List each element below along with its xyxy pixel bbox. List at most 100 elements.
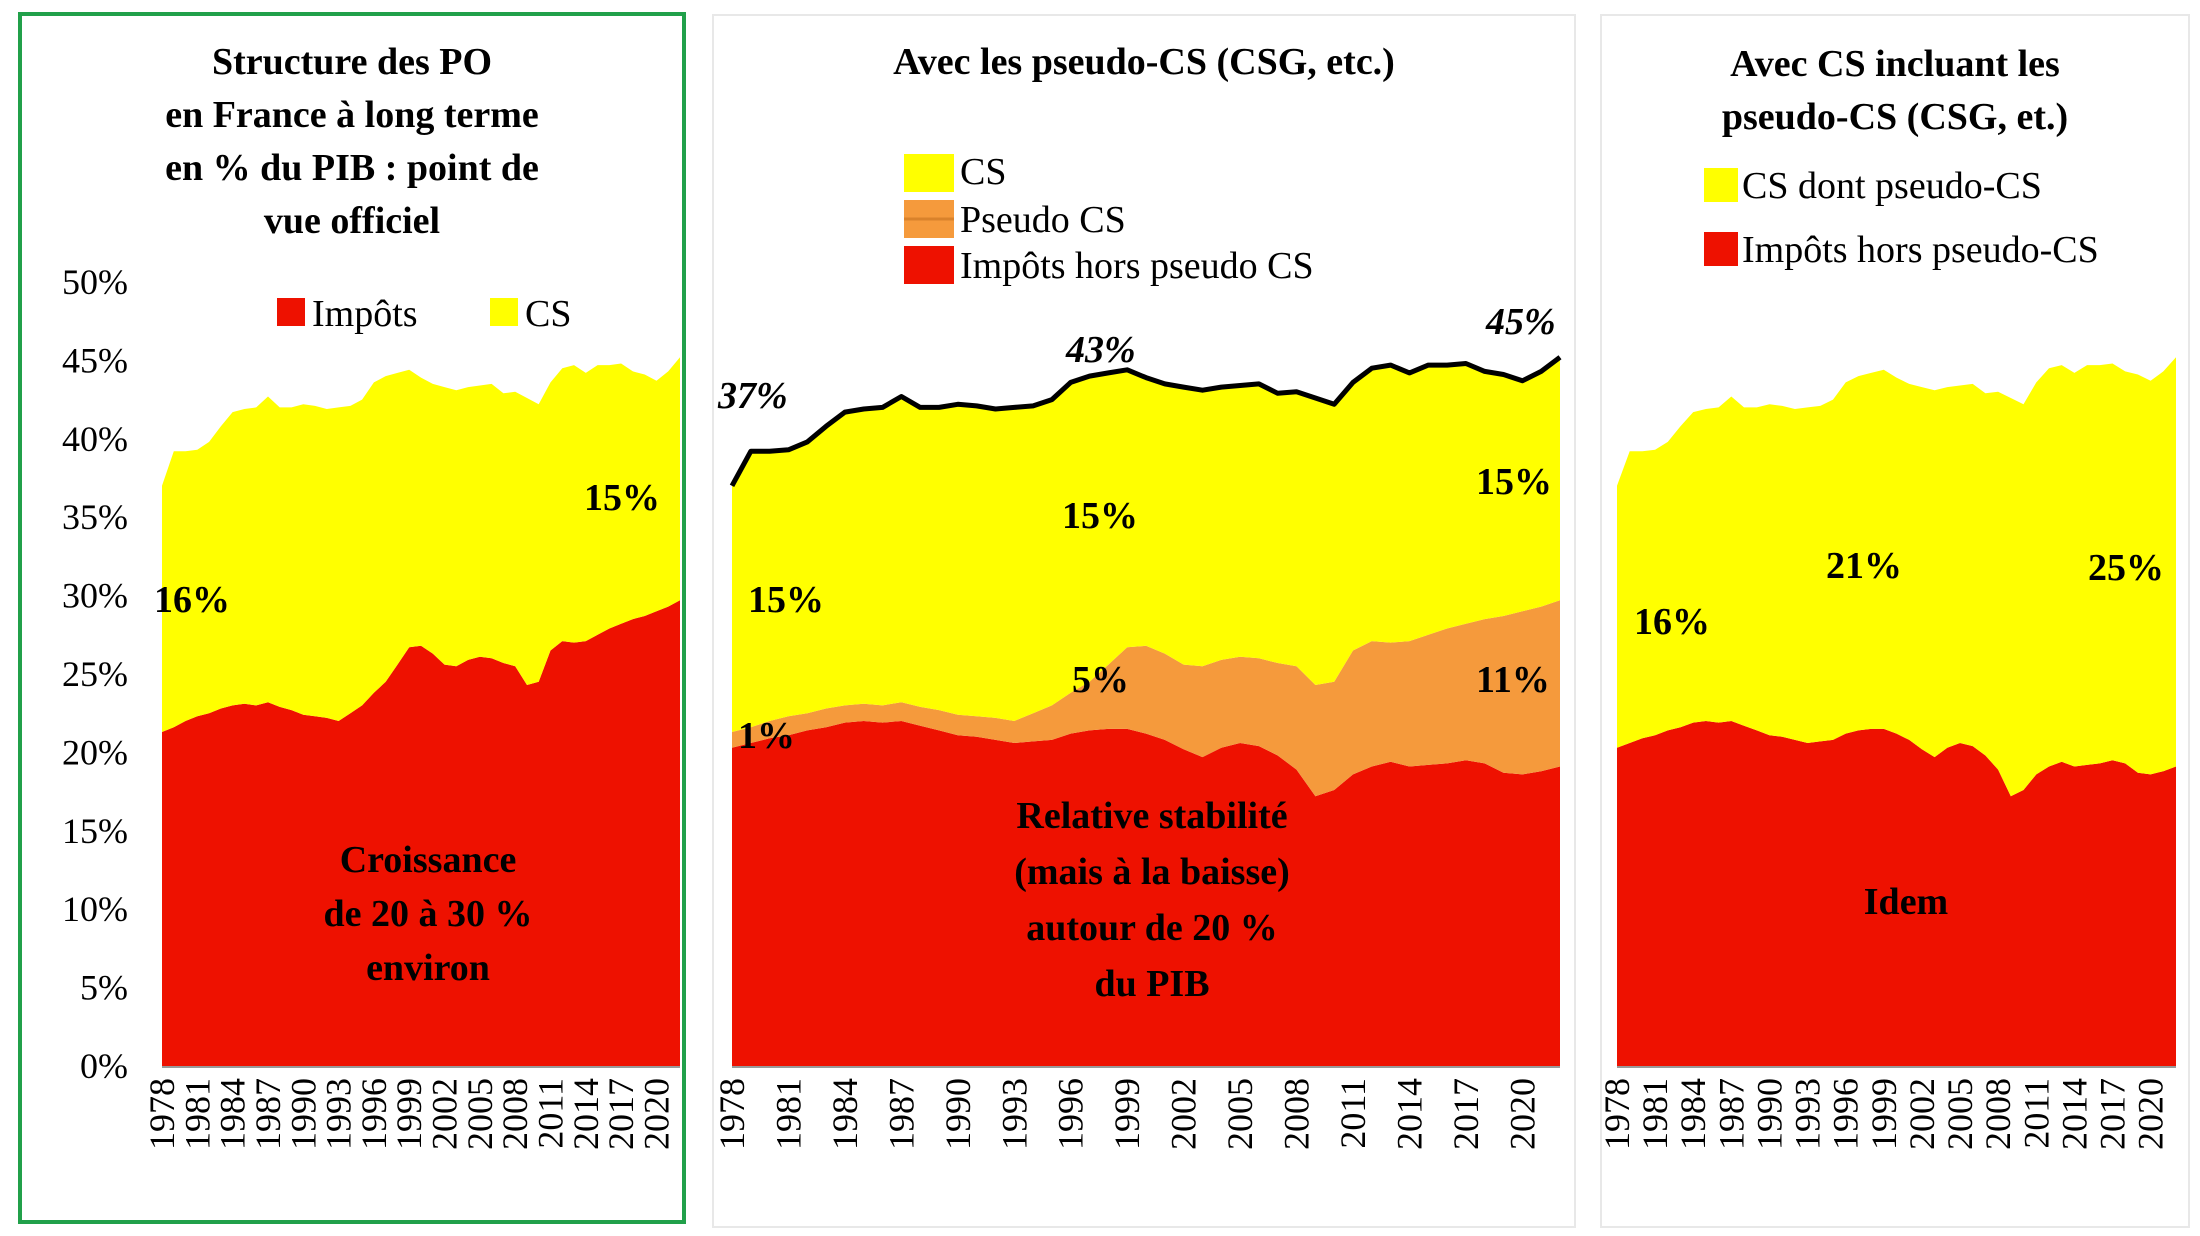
x-tick-label: 1981: [177, 1078, 217, 1150]
x-tick-label: 2002: [425, 1078, 465, 1150]
x-tick-label: 1987: [881, 1078, 921, 1150]
y-tick-label: 10%: [62, 889, 128, 929]
total-line: [729, 355, 1562, 487]
x-tick-label: 2020: [1502, 1078, 1542, 1150]
x-tick-label: 2011: [531, 1078, 571, 1149]
annotation-pseudo-end: 11%: [1476, 659, 1550, 701]
legend-label-impots: Impôts hors pseudo CS: [960, 245, 1314, 287]
annotation-cs-mid: 21%: [1826, 545, 1902, 587]
x-tick-label: 1990: [283, 1078, 323, 1150]
area-series-imp-ts-hors-pseudo-cs: [732, 721, 1560, 1066]
legend-label-impots-hors-pseudo: Impôts hors pseudo-CS: [1742, 229, 2099, 271]
x-tick-label: 1978: [1597, 1078, 1637, 1150]
y-tick-label: 50%: [62, 262, 128, 302]
x-tick-label: 2020: [636, 1078, 676, 1150]
annotation-cs-start: 16%: [154, 579, 230, 621]
legend-swatch-cs: [904, 154, 954, 192]
x-tick-label: 1999: [1107, 1078, 1147, 1150]
annotation-center-text: Croissance: [340, 839, 517, 881]
legend-label-cs: CS: [525, 293, 571, 335]
x-tick-label: 2008: [495, 1078, 535, 1150]
x-tick-label: 2008: [1978, 1078, 2018, 1150]
x-tick-label: 2017: [601, 1078, 641, 1150]
title-line: en % du PIB : point de: [165, 147, 539, 189]
annotation-cs-start: 15%: [748, 579, 824, 621]
annotation-center-text: de 20 à 30 %: [324, 893, 533, 935]
title-line: vue officiel: [263, 200, 441, 242]
area-series-cs: [162, 357, 680, 733]
annotation-center-text: autour de 20 %: [1026, 907, 1278, 949]
panel-2-title: Avec les pseudo-CS (CSG, etc.): [714, 36, 1574, 89]
annotation-center-text: environ: [366, 947, 490, 989]
legend-label-pseudo-cs: Pseudo CS: [960, 199, 1126, 241]
area-series-pseudo-cs: [732, 600, 1560, 797]
panel-1-title: Structure des PO en France à long terme …: [22, 36, 682, 248]
annotation-pseudo-mid: 5%: [1072, 659, 1129, 701]
x-tick-label: 1999: [389, 1078, 429, 1150]
x-tick-label: 1984: [213, 1078, 253, 1150]
y-tick-label: 35%: [62, 497, 128, 537]
annotation-cs-end: 15%: [584, 477, 660, 519]
legend-swatch-impots: [277, 298, 305, 326]
y-tick-label: 30%: [62, 576, 128, 616]
x-tick-label: 1978: [142, 1078, 182, 1150]
annotation-cs-start: 16%: [1634, 601, 1710, 643]
annotation-cs-end: 25%: [2088, 547, 2164, 589]
x-tick-label: 2011: [2016, 1078, 2056, 1149]
x-tick-label: 2011: [1333, 1078, 1373, 1149]
y-tick-label: 0%: [80, 1046, 128, 1086]
x-tick-label: 1981: [768, 1078, 808, 1150]
annotation-pseudo-start: 1%: [738, 715, 795, 757]
annotation-total-mid: 43%: [1065, 329, 1136, 371]
x-tick-label: 1999: [1864, 1078, 1904, 1150]
title-line: Structure des PO: [211, 41, 493, 83]
x-tick-label: 1984: [1673, 1078, 1713, 1150]
legend-swatch-cs: [1704, 168, 1738, 202]
x-tick-label: 1978: [712, 1078, 752, 1150]
x-tick-label: 2008: [1277, 1078, 1317, 1150]
x-tick-label: 1996: [1051, 1078, 1091, 1150]
annotation-center-text: Relative stabilité: [1016, 795, 1287, 837]
annotation-cs-end: 15%: [1476, 461, 1552, 503]
legend-label-impots: Impôts: [312, 293, 418, 335]
y-tick-label: 15%: [62, 811, 128, 851]
y-tick-label: 40%: [62, 419, 128, 459]
x-tick-label: 1996: [1826, 1078, 1866, 1150]
x-tick-label: 1993: [319, 1078, 359, 1150]
annotation-center-text: (mais à la baisse): [1014, 851, 1290, 893]
x-tick-label: 2020: [2131, 1078, 2171, 1150]
x-tick-label: 1981: [1635, 1078, 1675, 1150]
annotation-total-end: 45%: [1485, 301, 1556, 343]
area-series-imp-ts: [162, 600, 680, 1066]
annotation-cs-mid: 15%: [1062, 495, 1138, 537]
y-tick-label: 45%: [62, 340, 128, 380]
x-tick-label: 2014: [566, 1078, 606, 1150]
x-tick-label: 1990: [938, 1078, 978, 1150]
x-tick-label: 1990: [1749, 1078, 1789, 1150]
y-tick-label: 20%: [62, 732, 128, 772]
x-tick-label: 2002: [1164, 1078, 1204, 1150]
annotation-center-text: du PIB: [1094, 963, 1209, 1005]
area-series-cs-dont-pseudo-cs: [1617, 357, 2176, 797]
x-tick-label: 1984: [825, 1078, 865, 1150]
area-series-imp-ts-hors-pseudo-cs: [1617, 721, 2176, 1066]
x-tick-label: 2014: [1389, 1078, 1429, 1150]
title-line: pseudo-CS (CSG, et.): [1721, 96, 2069, 138]
title-line: en France à long terme: [165, 94, 539, 136]
legend-label-cs: CS: [960, 151, 1006, 193]
x-tick-label: 2002: [1902, 1078, 1942, 1150]
x-tick-label: 2005: [460, 1078, 500, 1150]
legend-swatch-cs: [490, 298, 518, 326]
x-tick-label: 1987: [248, 1078, 288, 1150]
x-tick-label: 2005: [1220, 1078, 1260, 1150]
x-tick-label: 2005: [1940, 1078, 1980, 1150]
y-tick-label: 25%: [62, 654, 128, 694]
panel-3-title: Avec CS incluant les pseudo-CS (CSG, et.…: [1602, 38, 2188, 144]
x-tick-label: 2017: [1446, 1078, 1486, 1150]
title-line: Avec les pseudo-CS (CSG, etc.): [893, 41, 1395, 83]
x-tick-label: 2014: [2054, 1078, 2094, 1150]
annotation-total-start: 37%: [717, 375, 788, 417]
title-line: Avec CS incluant les: [1730, 43, 2060, 85]
legend-swatch-impots: [904, 246, 954, 284]
